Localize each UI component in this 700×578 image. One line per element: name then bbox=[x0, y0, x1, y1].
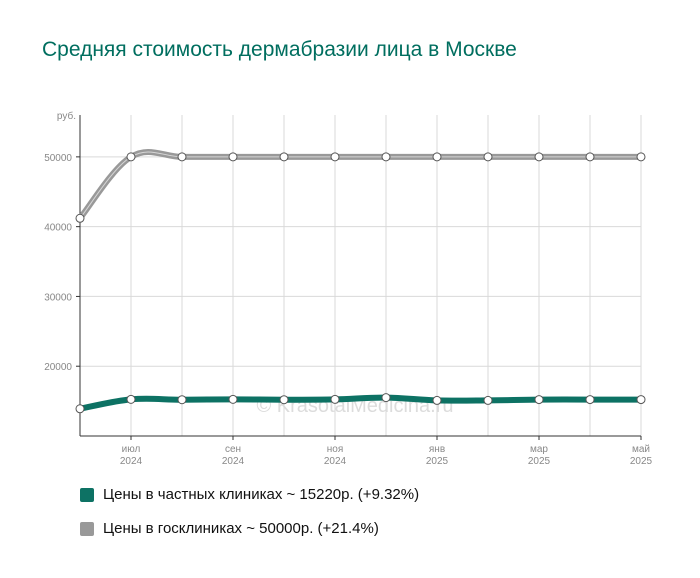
legend-item-public[interactable]: Цены в госклиниках ~ 50000р. (+21.4%) bbox=[80, 520, 419, 537]
series-1-point-2024-06 bbox=[75, 213, 85, 223]
legend-swatch-public bbox=[80, 521, 94, 536]
y-tick-label-20000: 20000 bbox=[44, 362, 72, 373]
x-tick-year-2025-05: 2025 bbox=[630, 456, 653, 467]
series-1-point-2025-01 bbox=[432, 152, 442, 162]
y-tick-label-30000: 30000 bbox=[44, 292, 72, 303]
x-tick-year-2024-07: 2024 bbox=[120, 456, 143, 467]
y-tick-label-40000: 40000 bbox=[44, 223, 72, 234]
series-0-point-2024-11 bbox=[330, 394, 340, 404]
legend: Цены в частных клиниках ~ 15220р. (+9.32… bbox=[80, 486, 419, 554]
x-tick-month-2025-05: май bbox=[632, 444, 650, 455]
series-0-point-2024-09 bbox=[228, 394, 238, 404]
series-1-point-2024-07 bbox=[126, 152, 136, 162]
series-1-line bbox=[77, 149, 644, 222]
series-0-point-2025-01 bbox=[432, 395, 442, 405]
x-tick-labels: июл2024сен2024ноя2024янв2025мар2025май20… bbox=[120, 436, 653, 467]
y-tick-labels: 20000 30000 40000 50000 руб. bbox=[44, 110, 80, 373]
series-0-point-2025-04 bbox=[585, 395, 595, 405]
axes bbox=[79, 115, 641, 437]
x-tick-year-2025-03: 2025 bbox=[528, 456, 551, 467]
chart-title: Средняя стоимость дермабразии лица в Мос… bbox=[42, 38, 517, 61]
series-0-point-2024-08 bbox=[177, 395, 187, 405]
x-tick-month-2025-01: янв bbox=[429, 444, 445, 455]
series-1-point-2025-04 bbox=[585, 152, 595, 162]
legend-item-private[interactable]: Цены в частных клиниках ~ 15220р. (+9.32… bbox=[80, 486, 419, 503]
series-1-point-2025-02 bbox=[483, 152, 493, 162]
series-1-point-2024-12 bbox=[381, 152, 391, 162]
x-tick-year-2024-09: 2024 bbox=[222, 456, 245, 467]
series-1 bbox=[75, 149, 646, 223]
x-tick-month-2024-11: ноя bbox=[327, 444, 344, 455]
series-0 bbox=[75, 393, 646, 414]
series-0-point-2025-05 bbox=[636, 395, 646, 405]
y-axis-unit-label: руб. bbox=[57, 110, 76, 122]
grid bbox=[80, 115, 642, 436]
series-1-point-2024-08 bbox=[177, 152, 187, 162]
legend-swatch-private bbox=[80, 487, 94, 502]
series-0-point-2024-07 bbox=[126, 394, 136, 404]
series-0-point-2024-10 bbox=[279, 395, 289, 405]
series-0-point-2024-06 bbox=[75, 404, 85, 414]
x-tick-year-2024-11: 2024 bbox=[324, 456, 347, 467]
series-0-point-2025-03 bbox=[534, 395, 544, 405]
y-tick-label-50000: 50000 bbox=[44, 153, 72, 164]
x-tick-year-2025-01: 2025 bbox=[426, 456, 449, 467]
x-tick-month-2025-03: мар bbox=[530, 444, 548, 455]
series-1-point-2025-05 bbox=[636, 152, 646, 162]
x-tick-month-2024-07: июл bbox=[122, 444, 141, 455]
x-tick-month-2024-09: сен bbox=[225, 444, 241, 455]
series-1-point-2025-03 bbox=[534, 152, 544, 162]
series-1-point-2024-11 bbox=[330, 152, 340, 162]
series-0-point-2025-02 bbox=[483, 395, 493, 405]
series-1-point-2024-10 bbox=[279, 152, 289, 162]
legend-label-private: Цены в частных клиниках ~ 15220р. (+9.32… bbox=[103, 486, 420, 503]
series-layer bbox=[75, 149, 646, 414]
series-0-point-2024-12 bbox=[381, 393, 391, 403]
series-1-point-2024-09 bbox=[228, 152, 238, 162]
series-1-line-highlight bbox=[79, 151, 641, 219]
legend-label-public: Цены в госклиниках ~ 50000р. (+21.4%) bbox=[103, 520, 379, 537]
